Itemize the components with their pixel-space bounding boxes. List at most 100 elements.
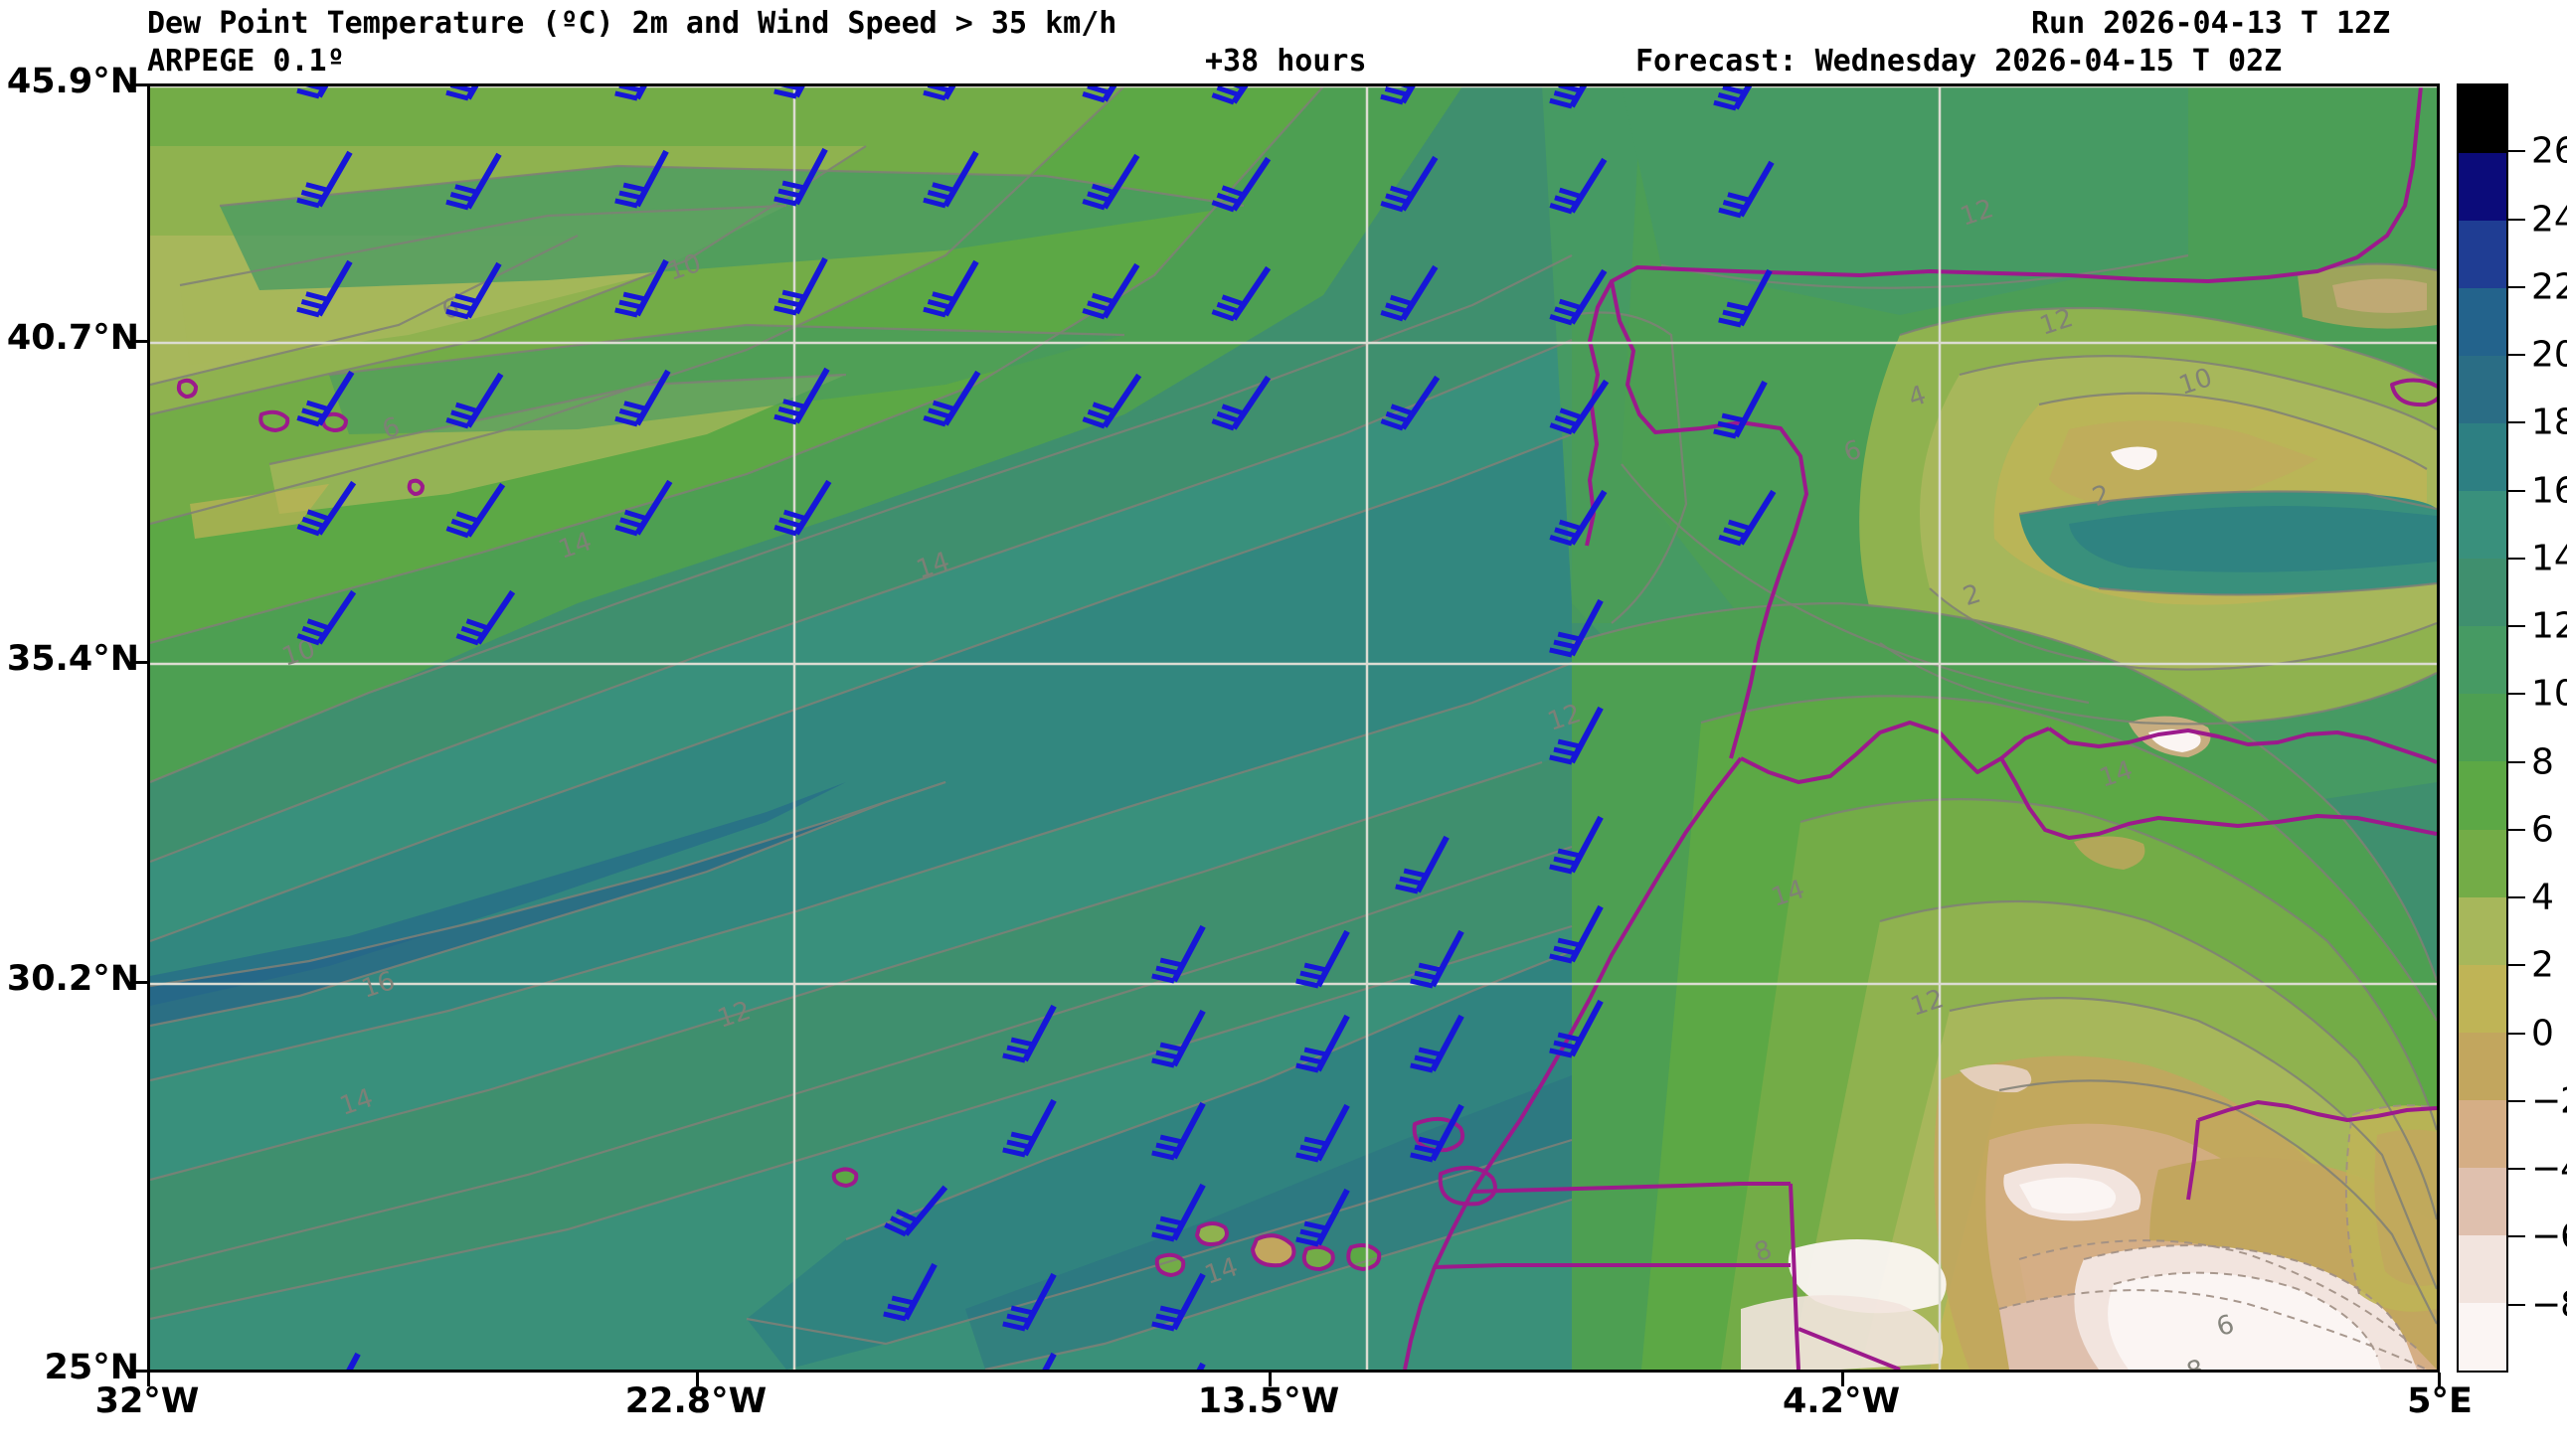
wind-barb bbox=[614, 369, 671, 427]
colorbar-band-24 bbox=[2459, 153, 2506, 222]
colorbar-tick-2 bbox=[2508, 964, 2525, 967]
wind-barb bbox=[1549, 157, 1608, 215]
wind-barb bbox=[296, 150, 353, 209]
model-run-label: Run 2026-04-13 T 12Z bbox=[2031, 6, 2391, 41]
colorbar-label--2: −2 bbox=[2531, 1080, 2567, 1122]
colorbar-tick--6 bbox=[2508, 1235, 2525, 1238]
wind-barb bbox=[1022, 1352, 1057, 1370]
colorbar-band-14 bbox=[2459, 491, 2506, 560]
wind-barb bbox=[1211, 265, 1272, 322]
colorbar-band-18 bbox=[2459, 356, 2506, 424]
wind-barb bbox=[923, 86, 979, 101]
wind-barb bbox=[1380, 375, 1441, 431]
colorbar-label-0: 0 bbox=[2531, 1013, 2554, 1054]
map-gridlines bbox=[150, 86, 2437, 1370]
wind-barb bbox=[1549, 379, 1610, 435]
wind-barb bbox=[1002, 1098, 1057, 1158]
wind-barb bbox=[1410, 929, 1464, 989]
colorbar-tick-8 bbox=[2508, 760, 2525, 763]
x-tick-mark-0 bbox=[147, 1373, 150, 1386]
colorbar-label-14: 14 bbox=[2531, 538, 2567, 579]
colorbar-tick-26 bbox=[2508, 150, 2525, 153]
wind-barb bbox=[445, 372, 504, 429]
wind-barb bbox=[1082, 86, 1140, 103]
dewpoint-filled-contours bbox=[150, 86, 2437, 1370]
wind-barb bbox=[445, 86, 502, 101]
colorbar-tick-6 bbox=[2508, 828, 2525, 831]
y-tick-mark-3 bbox=[133, 981, 147, 984]
wind-barb bbox=[773, 147, 828, 207]
map-plot-area[interactable]: 61061614121014141214141281212104622146-2… bbox=[147, 83, 2440, 1373]
y-tick-mark-0 bbox=[133, 83, 147, 86]
wind-barb bbox=[296, 589, 357, 646]
wind-barb bbox=[1295, 929, 1350, 989]
wind-barb bbox=[773, 479, 832, 537]
colorbar-label--4: −4 bbox=[2531, 1148, 2567, 1190]
colorbar-band--10 bbox=[2459, 1302, 2506, 1371]
wind-barb bbox=[1549, 999, 1604, 1058]
x-tick-label-0: 32°W bbox=[94, 1381, 200, 1421]
wind-barb bbox=[773, 256, 828, 316]
colorbar-tick--4 bbox=[2508, 1168, 2525, 1171]
wind-barb bbox=[1713, 380, 1768, 439]
colorbar-tick--2 bbox=[2508, 1099, 2525, 1102]
wind-barb bbox=[614, 86, 669, 101]
colorbar-label--8: −8 bbox=[2531, 1284, 2567, 1326]
wind-barb bbox=[1295, 1103, 1350, 1163]
wind-barb bbox=[1549, 489, 1608, 547]
colorbar-tick-20 bbox=[2508, 354, 2525, 357]
colorbar-label-8: 8 bbox=[2531, 741, 2554, 783]
colorbar-band-2 bbox=[2459, 896, 2506, 965]
colorbar-band-12 bbox=[2459, 559, 2506, 627]
wind-barb bbox=[1002, 1004, 1057, 1063]
colorbar-tick--8 bbox=[2508, 1303, 2525, 1306]
colorbar-band-4 bbox=[2459, 829, 2506, 897]
wind-barb bbox=[1410, 1014, 1464, 1073]
y-tick-mark-1 bbox=[133, 340, 147, 343]
colorbar-label-10: 10 bbox=[2531, 673, 2567, 715]
wind-barb bbox=[445, 482, 506, 539]
wind-barb bbox=[1211, 156, 1272, 213]
colorbar-tick-22 bbox=[2508, 285, 2525, 288]
x-tick-label-1: 22.8°W bbox=[624, 1381, 768, 1421]
colorbar-label-20: 20 bbox=[2531, 334, 2567, 376]
wind-barb bbox=[455, 589, 516, 646]
x-tick-label-4: 5°E bbox=[2407, 1381, 2473, 1421]
forecast-hour-label: +38 hours bbox=[1205, 44, 1367, 79]
wind-barb bbox=[1380, 86, 1437, 105]
wind-barb bbox=[1718, 268, 1773, 328]
colorbar-tick-18 bbox=[2508, 421, 2525, 424]
country-borders bbox=[176, 86, 2437, 1370]
wind-barb bbox=[1082, 373, 1142, 429]
wind-barb bbox=[296, 86, 353, 99]
y-tick-label-4: 25°N bbox=[44, 1348, 140, 1387]
colorbar-band--4 bbox=[2459, 1099, 2506, 1168]
colorbar-band-20 bbox=[2459, 288, 2506, 357]
wind-barb bbox=[1002, 1272, 1057, 1332]
wind-barb bbox=[445, 261, 502, 320]
y-tick-label-0: 45.9°N bbox=[6, 62, 139, 101]
colorbar-label-4: 4 bbox=[2531, 877, 2554, 918]
colorbar-band--8 bbox=[2459, 1234, 2506, 1303]
colorbar-tick-4 bbox=[2508, 896, 2525, 899]
wind-barb bbox=[1410, 1103, 1464, 1163]
forecast-valid-label: Forecast: Wednesday 2026-04-15 T 02Z bbox=[1635, 44, 2283, 79]
wind-barb bbox=[883, 1262, 938, 1322]
wind-barb bbox=[445, 152, 502, 211]
wind-barb bbox=[1082, 153, 1140, 211]
wind-barb bbox=[296, 370, 355, 427]
wind-barb bbox=[1211, 375, 1272, 431]
wind-barb bbox=[1380, 155, 1439, 213]
y-tick-mark-4 bbox=[133, 1370, 147, 1373]
wind-barb bbox=[326, 1352, 361, 1370]
colorbar-label-22: 22 bbox=[2531, 266, 2567, 308]
model-label: ARPEGE 0.1º bbox=[147, 44, 345, 79]
colorbar-band-8 bbox=[2459, 694, 2506, 762]
wind-barb bbox=[1395, 835, 1450, 894]
colorbar-label--6: −6 bbox=[2531, 1215, 2567, 1257]
colorbar-label-12: 12 bbox=[2531, 605, 2567, 647]
wind-barb bbox=[1549, 815, 1604, 875]
colorbar-tick-24 bbox=[2508, 218, 2525, 221]
wind-barb bbox=[614, 149, 669, 209]
wind-barb bbox=[1549, 86, 1606, 109]
